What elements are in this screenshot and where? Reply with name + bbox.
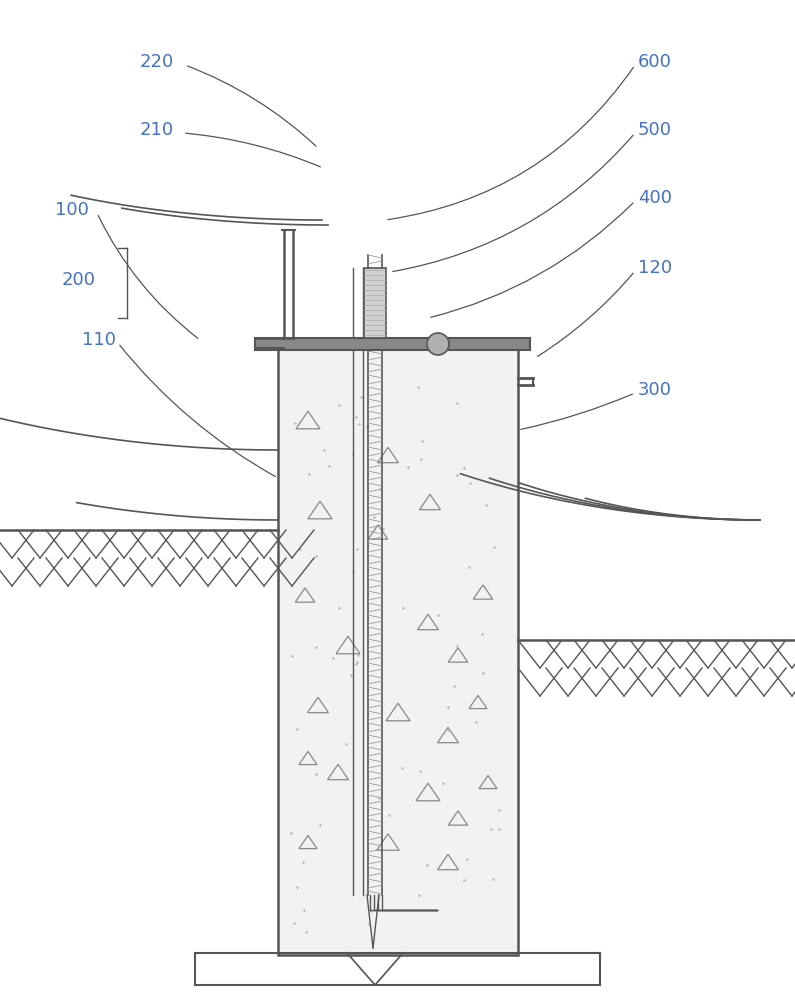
Text: 220: 220 bbox=[140, 53, 174, 71]
Text: 400: 400 bbox=[638, 189, 672, 207]
Text: 110: 110 bbox=[82, 331, 116, 349]
FancyBboxPatch shape bbox=[364, 268, 386, 338]
Text: 500: 500 bbox=[638, 121, 672, 139]
Text: 100: 100 bbox=[55, 201, 89, 219]
Polygon shape bbox=[278, 345, 518, 955]
Text: 200: 200 bbox=[62, 271, 96, 289]
Text: 210: 210 bbox=[140, 121, 174, 139]
FancyBboxPatch shape bbox=[255, 338, 530, 350]
Text: 600: 600 bbox=[638, 53, 672, 71]
Text: 120: 120 bbox=[638, 259, 672, 277]
Circle shape bbox=[427, 333, 449, 355]
Text: 300: 300 bbox=[638, 381, 672, 399]
